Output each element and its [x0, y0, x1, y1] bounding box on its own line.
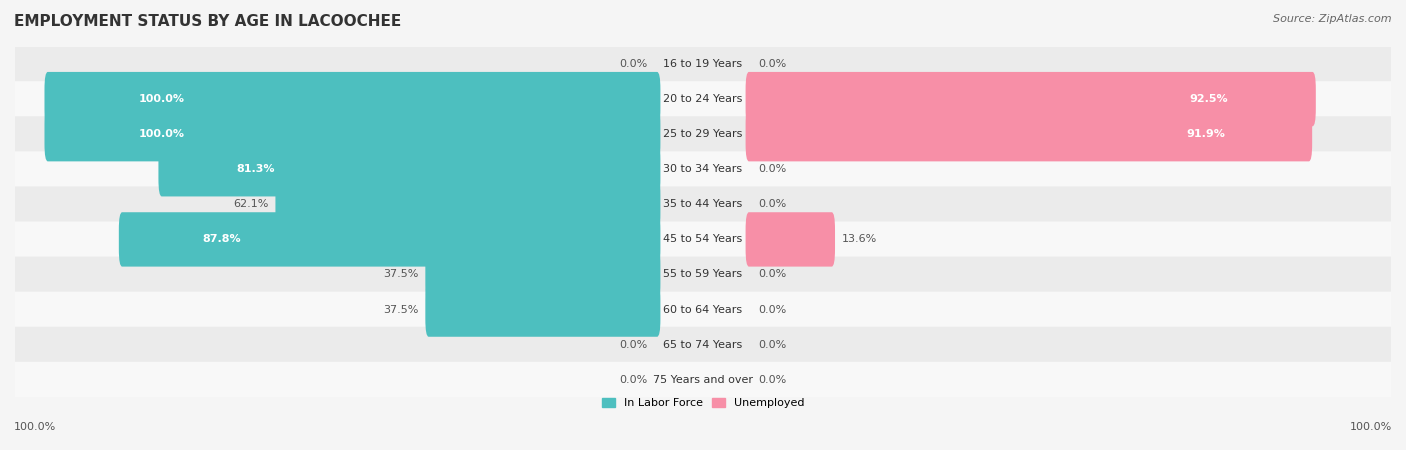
Text: 45 to 54 Years: 45 to 54 Years	[664, 234, 742, 244]
FancyBboxPatch shape	[745, 72, 1316, 126]
FancyBboxPatch shape	[15, 151, 1391, 187]
Text: 30 to 34 Years: 30 to 34 Years	[664, 164, 742, 174]
FancyBboxPatch shape	[159, 142, 661, 197]
FancyBboxPatch shape	[45, 72, 661, 126]
Text: EMPLOYMENT STATUS BY AGE IN LACOOCHEE: EMPLOYMENT STATUS BY AGE IN LACOOCHEE	[14, 14, 401, 28]
Text: 37.5%: 37.5%	[384, 305, 419, 315]
Text: 75 Years and over: 75 Years and over	[652, 375, 754, 385]
FancyBboxPatch shape	[426, 283, 661, 337]
Text: 0.0%: 0.0%	[759, 164, 787, 174]
Text: 16 to 19 Years: 16 to 19 Years	[664, 59, 742, 69]
FancyBboxPatch shape	[15, 81, 1391, 117]
FancyBboxPatch shape	[15, 186, 1391, 222]
Text: 87.8%: 87.8%	[202, 234, 240, 244]
Text: 92.5%: 92.5%	[1189, 94, 1227, 104]
Text: 0.0%: 0.0%	[759, 305, 787, 315]
Text: 13.6%: 13.6%	[842, 234, 877, 244]
Text: 25 to 29 Years: 25 to 29 Years	[664, 129, 742, 139]
FancyBboxPatch shape	[276, 177, 661, 232]
FancyBboxPatch shape	[745, 212, 835, 266]
Text: 62.1%: 62.1%	[233, 199, 269, 209]
FancyBboxPatch shape	[15, 292, 1391, 328]
Text: 37.5%: 37.5%	[384, 270, 419, 279]
Text: 65 to 74 Years: 65 to 74 Years	[664, 340, 742, 350]
Text: 100.0%: 100.0%	[1350, 422, 1392, 432]
FancyBboxPatch shape	[15, 221, 1391, 257]
Text: 0.0%: 0.0%	[759, 375, 787, 385]
Text: 100.0%: 100.0%	[139, 129, 186, 139]
FancyBboxPatch shape	[120, 212, 661, 266]
Text: 100.0%: 100.0%	[139, 94, 186, 104]
FancyBboxPatch shape	[15, 116, 1391, 152]
Text: 0.0%: 0.0%	[619, 375, 647, 385]
Text: 20 to 24 Years: 20 to 24 Years	[664, 94, 742, 104]
Text: 35 to 44 Years: 35 to 44 Years	[664, 199, 742, 209]
Text: 0.0%: 0.0%	[759, 340, 787, 350]
Text: 0.0%: 0.0%	[619, 59, 647, 69]
FancyBboxPatch shape	[45, 107, 661, 162]
Text: 0.0%: 0.0%	[759, 270, 787, 279]
Legend: In Labor Force, Unemployed: In Labor Force, Unemployed	[598, 393, 808, 413]
FancyBboxPatch shape	[426, 248, 661, 302]
Text: 0.0%: 0.0%	[619, 340, 647, 350]
Text: 81.3%: 81.3%	[236, 164, 274, 174]
Text: 60 to 64 Years: 60 to 64 Years	[664, 305, 742, 315]
Text: 55 to 59 Years: 55 to 59 Years	[664, 270, 742, 279]
Text: 0.0%: 0.0%	[759, 59, 787, 69]
Text: 100.0%: 100.0%	[14, 422, 56, 432]
Text: Source: ZipAtlas.com: Source: ZipAtlas.com	[1274, 14, 1392, 23]
Text: 0.0%: 0.0%	[759, 199, 787, 209]
FancyBboxPatch shape	[15, 256, 1391, 292]
FancyBboxPatch shape	[745, 107, 1312, 162]
FancyBboxPatch shape	[15, 327, 1391, 363]
FancyBboxPatch shape	[15, 362, 1391, 398]
Text: 91.9%: 91.9%	[1187, 129, 1225, 139]
FancyBboxPatch shape	[15, 46, 1391, 82]
